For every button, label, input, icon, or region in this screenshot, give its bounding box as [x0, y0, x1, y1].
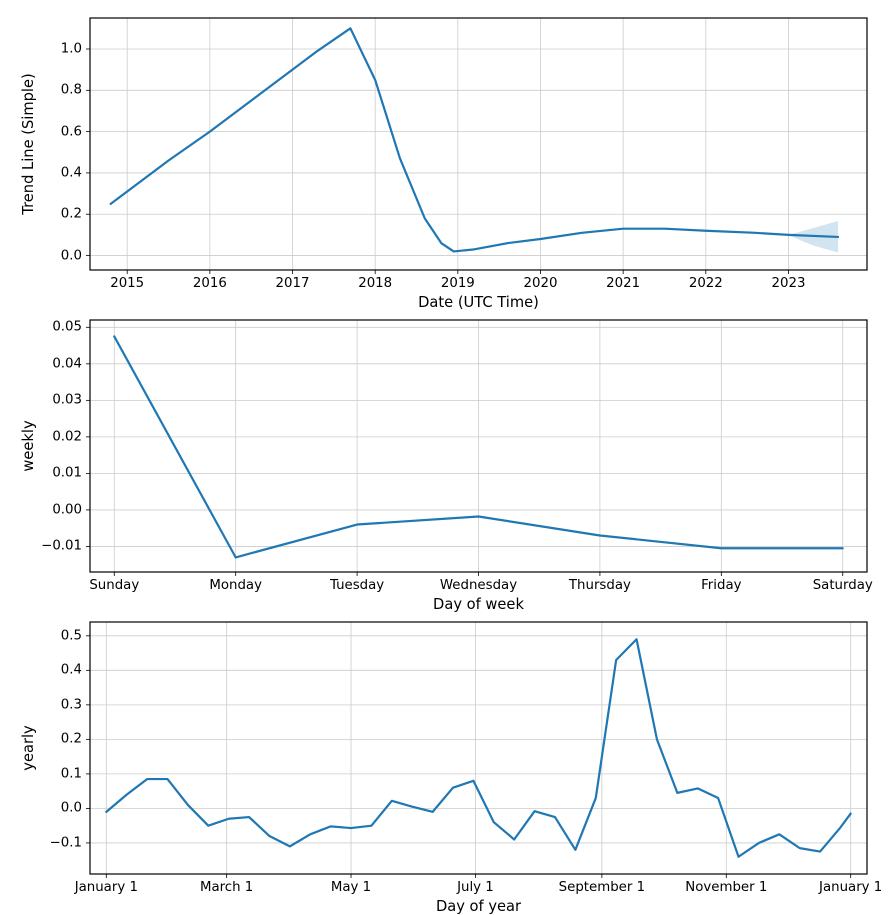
trend-xtick-label: 2015 [110, 276, 144, 291]
weekly-xtick-label: Friday [701, 578, 741, 593]
trend-xtick-label: 2017 [276, 276, 310, 291]
weekly-ytick-label: 0.03 [52, 393, 82, 408]
weekly-ytick-label: 0.00 [52, 502, 82, 517]
weekly-xlabel: Day of week [433, 596, 524, 613]
trend-xtick-label: 2016 [193, 276, 227, 291]
trend-ytick-label: 0.6 [61, 124, 82, 139]
yearly-ytick-label: 0.1 [61, 766, 82, 781]
panel-trend [90, 18, 867, 270]
yearly-xtick-label: January 1 [75, 880, 138, 895]
weekly-xtick-label: Tuesday [330, 578, 384, 593]
weekly-xtick-label: Saturday [813, 578, 873, 593]
trend-xtick-label: 2021 [606, 276, 640, 291]
trend-ytick-label: 0.8 [61, 83, 82, 98]
yearly-ytick-label: 0.3 [61, 697, 82, 712]
trend-xtick-label: 2022 [689, 276, 723, 291]
trend-xlabel: Date (UTC Time) [418, 294, 539, 311]
yearly-xlabel: Day of year [436, 898, 521, 915]
yearly-xtick-label: November 1 [685, 880, 767, 895]
trend-xtick-label: 2020 [524, 276, 558, 291]
yearly-xtick-label: May 1 [331, 880, 371, 895]
trend-chart [90, 18, 867, 270]
yearly-xtick-label: March 1 [200, 880, 253, 895]
weekly-ytick-label: 0.05 [52, 320, 82, 335]
weekly-ytick-label: 0.04 [52, 356, 82, 371]
trend-ytick-label: 0.2 [61, 207, 82, 222]
trend-ytick-label: 1.0 [61, 41, 82, 56]
yearly-ylabel: yearly [20, 725, 37, 770]
trend-line [111, 28, 838, 251]
weekly-xtick-label: Sunday [89, 578, 139, 593]
weekly-ytick-label: 0.01 [52, 466, 82, 481]
trend-xtick-label: 2023 [772, 276, 806, 291]
panel-yearly [90, 622, 867, 874]
yearly-xtick-label: January 1 [819, 880, 882, 895]
yearly-ytick-label: 0.0 [61, 801, 82, 816]
yearly-chart [90, 622, 867, 874]
yearly-xtick-label: September 1 [559, 880, 645, 895]
yearly-ytick-label: 0.5 [61, 628, 82, 643]
yearly-line [106, 639, 850, 856]
panel-weekly [90, 320, 867, 572]
trend-xtick-label: 2019 [441, 276, 475, 291]
weekly-xtick-label: Wednesday [440, 578, 517, 593]
yearly-ytick-label: 0.4 [61, 663, 82, 678]
yearly-ytick-label: 0.2 [61, 732, 82, 747]
weekly-xtick-label: Monday [209, 578, 262, 593]
weekly-xtick-label: Thursday [569, 578, 631, 593]
yearly-ytick-label: −0.1 [50, 835, 82, 850]
trend-ytick-label: 0.4 [61, 165, 82, 180]
weekly-ytick-label: 0.02 [52, 429, 82, 444]
weekly-chart [90, 320, 867, 572]
weekly-ylabel: weekly [20, 420, 37, 471]
trend-ylabel: Trend Line (Simple) [20, 73, 37, 214]
figure: 2015201620172018201920202021202220230.00… [0, 0, 889, 890]
trend-xtick-label: 2018 [358, 276, 392, 291]
yearly-xtick-label: July 1 [457, 880, 494, 895]
trend-ytick-label: 0.0 [61, 248, 82, 263]
weekly-ytick-label: −0.01 [41, 539, 82, 554]
